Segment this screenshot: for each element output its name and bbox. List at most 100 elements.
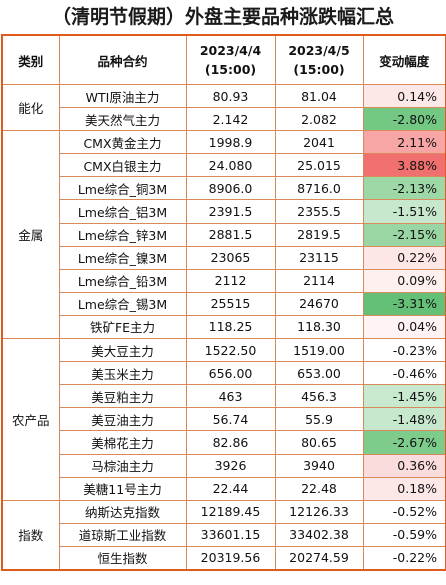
table-row: 指数 纳斯达克指数 12189.45 12126.33 -0.52% <box>2 500 446 523</box>
contract-cell: CMX黄金主力 <box>59 131 186 154</box>
table-row: 美天然气主力 2.142 2.082 -2.80% <box>2 108 446 131</box>
header-date2: 2023/4/5 (15:00) <box>275 35 363 85</box>
change-cell: -0.22% <box>363 546 446 570</box>
change-cell: 0.18% <box>363 477 446 500</box>
table-row: 农产品 美大豆主力 1522.50 1519.00 -0.23% <box>2 339 446 362</box>
value-date2-cell: 12126.33 <box>275 500 363 523</box>
table-row: CMX白银主力 24.080 25.015 3.88% <box>2 154 446 177</box>
header-date1-date: 2023/4/4 <box>187 41 275 60</box>
value-date1-cell: 1998.9 <box>186 131 275 154</box>
table-row: 恒生指数 20319.56 20274.59 -0.22% <box>2 546 446 570</box>
contract-cell: 道琼斯工业指数 <box>59 523 186 546</box>
value-date2-cell: 80.65 <box>275 431 363 454</box>
header-date1-time: (15:00) <box>187 60 275 79</box>
category-cell: 农产品 <box>2 339 59 501</box>
value-date2-cell: 2355.5 <box>275 200 363 223</box>
change-cell: -2.13% <box>363 177 446 200</box>
change-cell: -2.80% <box>363 108 446 131</box>
contract-cell: 美玉米主力 <box>59 362 186 385</box>
value-date2-cell: 118.30 <box>275 315 363 338</box>
value-date2-cell: 8716.0 <box>275 177 363 200</box>
value-date1-cell: 82.86 <box>186 431 275 454</box>
contract-cell: 美豆粕主力 <box>59 385 186 408</box>
value-date2-cell: 33402.38 <box>275 523 363 546</box>
table-row: 铁矿FE主力 118.25 118.30 0.04% <box>2 315 446 338</box>
change-cell: -1.48% <box>363 408 446 431</box>
change-cell: 0.09% <box>363 269 446 292</box>
contract-cell: 恒生指数 <box>59 546 186 570</box>
table-row: Lme综合_镍3M 23065 23115 0.22% <box>2 246 446 269</box>
value-date2-cell: 25.015 <box>275 154 363 177</box>
contract-cell: 铁矿FE主力 <box>59 315 186 338</box>
contract-cell: Lme综合_锡3M <box>59 292 186 315</box>
table-row: 美糖11号主力 22.44 22.48 0.18% <box>2 477 446 500</box>
contract-cell: WTI原油主力 <box>59 85 186 108</box>
value-date2-cell: 456.3 <box>275 385 363 408</box>
value-date1-cell: 118.25 <box>186 315 275 338</box>
table-row: 金属 CMX黄金主力 1998.9 2041 2.11% <box>2 131 446 154</box>
category-cell: 金属 <box>2 131 59 339</box>
table-row: Lme综合_铜3M 8906.0 8716.0 -2.13% <box>2 177 446 200</box>
value-date1-cell: 2391.5 <box>186 200 275 223</box>
change-cell: -0.59% <box>363 523 446 546</box>
value-date2-cell: 22.48 <box>275 477 363 500</box>
contract-cell: 马棕油主力 <box>59 454 186 477</box>
contract-cell: 美豆油主力 <box>59 408 186 431</box>
change-cell: 3.88% <box>363 154 446 177</box>
value-date1-cell: 33601.15 <box>186 523 275 546</box>
header-date2-date: 2023/4/5 <box>276 41 363 60</box>
header-date2-time: (15:00) <box>276 60 363 79</box>
table-row: 道琼斯工业指数 33601.15 33402.38 -0.59% <box>2 523 446 546</box>
value-date1-cell: 24.080 <box>186 154 275 177</box>
value-date1-cell: 22.44 <box>186 477 275 500</box>
change-cell: -2.67% <box>363 431 446 454</box>
change-cell: -0.52% <box>363 500 446 523</box>
value-date2-cell: 55.9 <box>275 408 363 431</box>
table-header: 类别 品种合约 2023/4/4 (15:00) 2023/4/5 (15:00… <box>2 35 446 85</box>
contract-cell: 纳斯达克指数 <box>59 500 186 523</box>
value-date1-cell: 23065 <box>186 246 275 269</box>
contract-cell: Lme综合_锌3M <box>59 223 186 246</box>
value-date2-cell: 23115 <box>275 246 363 269</box>
contract-cell: Lme综合_铅3M <box>59 269 186 292</box>
table-row: 美棉花主力 82.86 80.65 -2.67% <box>2 431 446 454</box>
table-row: 美豆油主力 56.74 55.9 -1.48% <box>2 408 446 431</box>
table-row: Lme综合_铝3M 2391.5 2355.5 -1.51% <box>2 200 446 223</box>
table-row: Lme综合_铅3M 2112 2114 0.09% <box>2 269 446 292</box>
value-date1-cell: 80.93 <box>186 85 275 108</box>
value-date1-cell: 56.74 <box>186 408 275 431</box>
header-category: 类别 <box>2 35 59 85</box>
change-cell: 0.22% <box>363 246 446 269</box>
table-row: 马棕油主力 3926 3940 0.36% <box>2 454 446 477</box>
value-date2-cell: 2.082 <box>275 108 363 131</box>
contract-cell: CMX白银主力 <box>59 154 186 177</box>
change-cell: -2.15% <box>363 223 446 246</box>
header-change: 变动幅度 <box>363 35 446 85</box>
value-date2-cell: 2819.5 <box>275 223 363 246</box>
change-cell: -1.45% <box>363 385 446 408</box>
value-date2-cell: 2041 <box>275 131 363 154</box>
value-date1-cell: 8906.0 <box>186 177 275 200</box>
category-cell: 指数 <box>2 500 59 570</box>
page-title: （清明节假期）外盘主要品种涨跌幅汇总 <box>0 0 446 34</box>
contract-cell: Lme综合_镍3M <box>59 246 186 269</box>
value-date2-cell: 653.00 <box>275 362 363 385</box>
change-cell: -0.23% <box>363 339 446 362</box>
value-date1-cell: 656.00 <box>186 362 275 385</box>
value-date2-cell: 24670 <box>275 292 363 315</box>
value-date1-cell: 25515 <box>186 292 275 315</box>
change-cell: 0.04% <box>363 315 446 338</box>
change-cell: -1.51% <box>363 200 446 223</box>
contract-cell: 美糖11号主力 <box>59 477 186 500</box>
header-date1: 2023/4/4 (15:00) <box>186 35 275 85</box>
value-date2-cell: 20274.59 <box>275 546 363 570</box>
change-cell: 2.11% <box>363 131 446 154</box>
change-cell: 0.14% <box>363 85 446 108</box>
value-date1-cell: 2.142 <box>186 108 275 131</box>
change-cell: -0.46% <box>363 362 446 385</box>
value-date1-cell: 1522.50 <box>186 339 275 362</box>
contract-cell: Lme综合_铜3M <box>59 177 186 200</box>
contract-cell: 美棉花主力 <box>59 431 186 454</box>
contract-cell: Lme综合_铝3M <box>59 200 186 223</box>
value-date1-cell: 463 <box>186 385 275 408</box>
